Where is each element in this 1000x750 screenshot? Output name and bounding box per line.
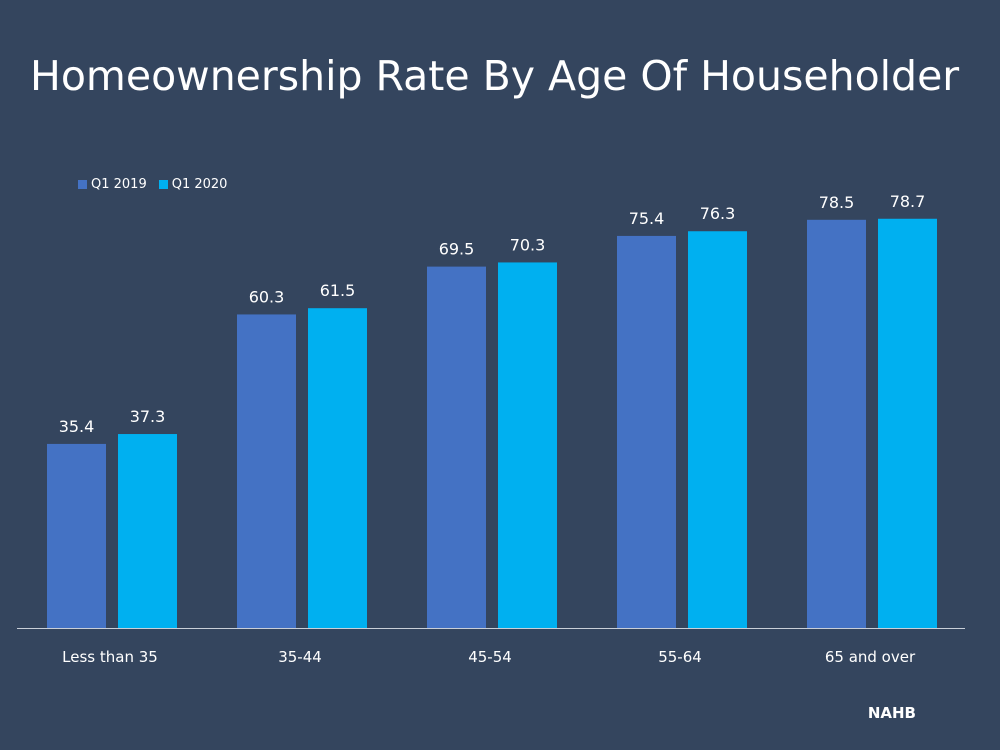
legend-swatch-q1-2019 <box>78 180 87 189</box>
chart-legend: Q1 2019 Q1 2020 <box>78 177 239 192</box>
bar-q1-2020-65-and-over <box>878 218 937 628</box>
data-label-q1-2019-35-44: 60.3 <box>249 287 285 306</box>
bar-q1-2020-35-44 <box>308 308 367 628</box>
data-label-q1-2020-less-than-35: 37.3 <box>130 407 166 426</box>
bar-q1-2020-less-than-35 <box>118 434 177 628</box>
bar-q1-2019-35-44 <box>237 314 296 628</box>
bar-q1-2019-less-than-35 <box>47 443 106 628</box>
data-label-q1-2020-35-44: 61.5 <box>320 281 356 300</box>
x-tick-label-less-than-35: Less than 35 <box>62 648 158 666</box>
bar-q1-2020-55-64 <box>688 231 747 629</box>
bar-q1-2019-65-and-over <box>807 219 866 629</box>
x-tick-label-65-and-over: 65 and over <box>825 648 916 666</box>
legend-swatch-q1-2020 <box>158 180 168 189</box>
data-label-q1-2020-65-and-over: 78.7 <box>890 192 926 211</box>
source-label: NAHB <box>867 704 916 722</box>
chart-title: Homeownership Rate By Age Of Householder <box>30 52 960 100</box>
legend-label-q1-2019: Q1 2019 <box>91 177 147 192</box>
data-label-q1-2020-55-64: 76.3 <box>700 204 736 223</box>
bar-q1-2019-55-64 <box>617 235 676 629</box>
x-tick-label-55-64: 55-64 <box>658 648 702 666</box>
bar-q1-2020-45-54 <box>498 262 557 628</box>
data-label-q1-2020-45-54: 70.3 <box>510 235 546 254</box>
data-label-q1-2019-45-54: 69.5 <box>439 240 475 259</box>
data-label-q1-2019-less-than-35: 35.4 <box>59 417 95 436</box>
legend-item-q1-2019: Q1 2019 <box>78 177 147 192</box>
legend-item-q1-2020: Q1 2020 <box>158 177 228 192</box>
bar-q1-2019-45-54 <box>427 266 486 628</box>
x-tick-label-35-44: 35-44 <box>278 648 322 666</box>
data-label-q1-2019-55-64: 75.4 <box>629 209 665 228</box>
data-label-q1-2019-65-and-over: 78.5 <box>819 193 855 212</box>
legend-label-q1-2020: Q1 2020 <box>171 177 228 192</box>
x-tick-label-45-54: 45-54 <box>468 648 512 666</box>
